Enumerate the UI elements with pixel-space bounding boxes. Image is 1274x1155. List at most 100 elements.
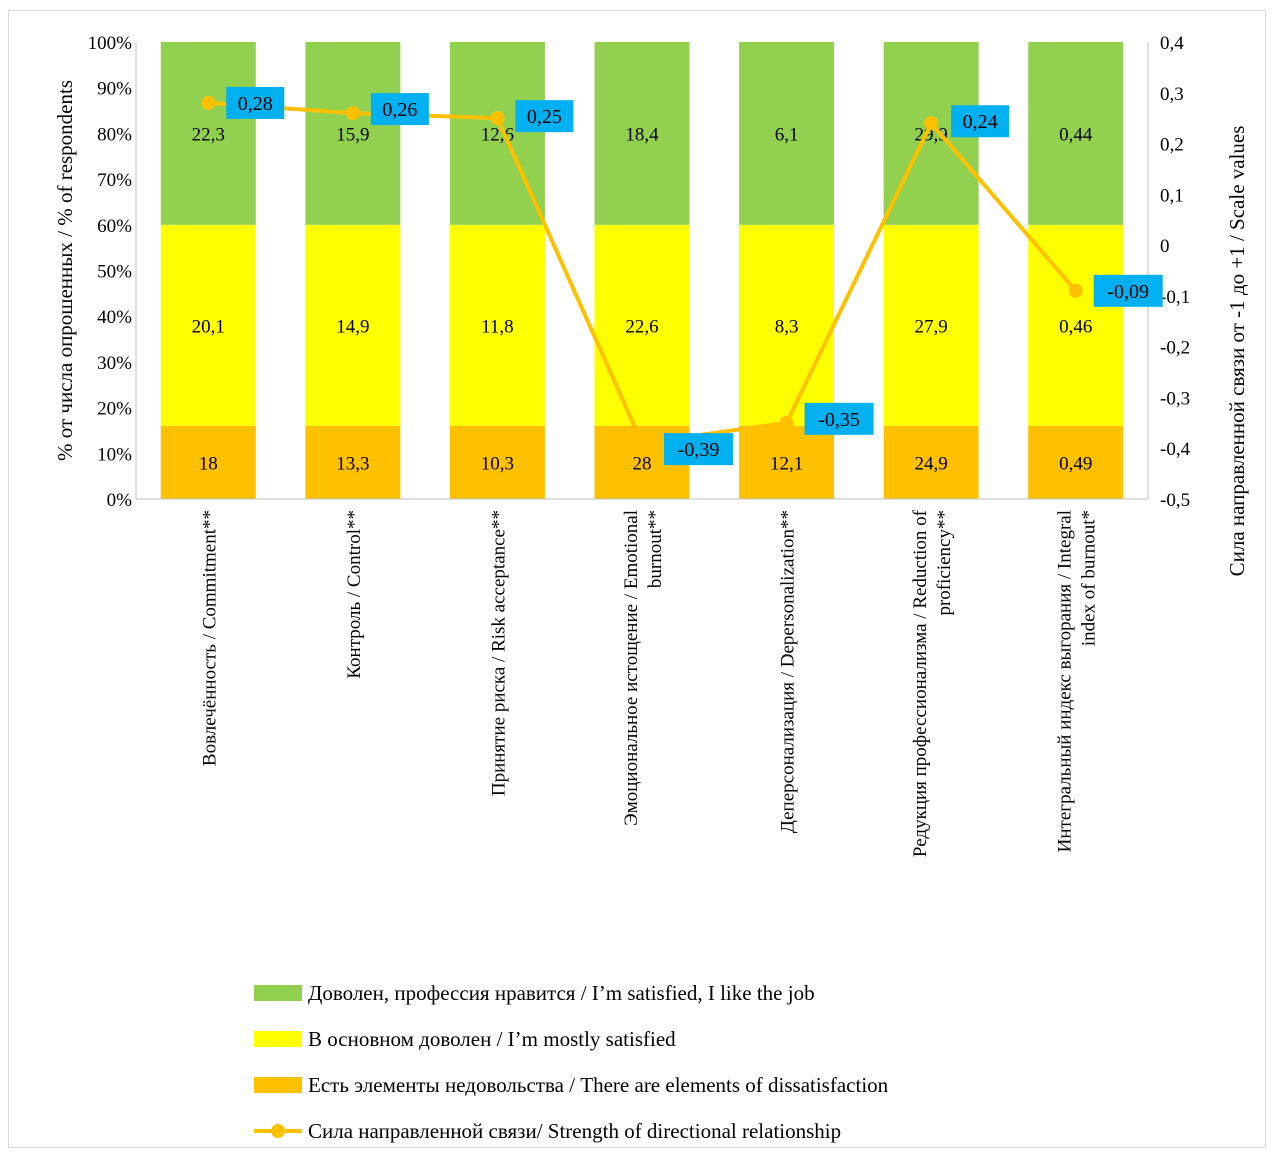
right-axis-tick: -0,1	[1160, 287, 1190, 308]
left-axis-tick: 100%	[88, 33, 133, 54]
bar-value-label: 10,3	[481, 453, 514, 474]
strength-point	[635, 436, 649, 451]
bar-segment-0-5	[883, 425, 979, 499]
bar-value-label: 6,1	[775, 124, 799, 145]
line-value-label: -0,35	[818, 409, 860, 431]
bar-segment-0-4	[739, 425, 835, 499]
bar-segment-0-6	[1028, 425, 1124, 499]
bar-segment-0-0	[160, 425, 256, 499]
bar-segment-1-3	[594, 224, 690, 426]
bar-value-label: 20,1	[192, 316, 225, 337]
category-label: Эмоциональное истощение / Emotional	[621, 510, 642, 826]
category-label: burnout**	[645, 510, 666, 588]
bar-value-label: 0,46	[1059, 316, 1092, 337]
right-axis-tick: -0,4	[1160, 439, 1191, 460]
category-label: proficiency**	[934, 510, 955, 616]
category-label: Деперсонализация / Depersonalization**	[778, 510, 799, 833]
strength-point	[924, 116, 939, 131]
strength-point	[1068, 283, 1083, 298]
strength-point	[345, 106, 360, 121]
left-axis-tick: 90%	[97, 79, 132, 100]
line-label-box	[1093, 274, 1163, 307]
line-value-label: -0,09	[1107, 281, 1149, 303]
bar-segment-2-2	[449, 42, 545, 225]
right-axis-tick: -0,2	[1160, 338, 1190, 359]
bar-value-label: 15,9	[336, 124, 369, 145]
strength-point	[779, 415, 794, 430]
bar-value-label: 22,6	[625, 316, 658, 337]
bar-value-label: 12,1	[770, 453, 803, 474]
legend-swatch	[254, 985, 302, 1001]
bar-value-label: 11,8	[481, 316, 514, 337]
bar-segment-2-6	[1028, 42, 1124, 225]
line-value-label: 0,28	[238, 93, 273, 115]
line-value-label: -0,39	[678, 439, 720, 461]
legend-swatch	[254, 1031, 302, 1047]
left-axis-tick: 30%	[97, 353, 132, 374]
legend-label: В основном доволен / I’m mostly satisfie…	[308, 1027, 676, 1051]
left-axis-tick: 40%	[97, 307, 132, 328]
category-label: index of burnout*	[1079, 510, 1100, 646]
legend-label: Есть элементы недовольства / There are e…	[308, 1073, 889, 1097]
line-label-box	[804, 402, 874, 435]
bar-segment-1-5	[883, 224, 979, 426]
line-value-label: 0,26	[382, 99, 417, 121]
right-axis-tick: 0,2	[1160, 135, 1184, 156]
category-label: Контроль / Control**	[344, 510, 365, 679]
bar-value-label: 8,3	[775, 316, 799, 337]
bar-value-label: 18	[199, 453, 218, 474]
right-axis-tick: 0,1	[1160, 185, 1184, 206]
line-label-box	[951, 105, 1010, 138]
bar-segment-1-0	[160, 224, 256, 426]
left-axis-tick: 50%	[97, 262, 132, 283]
line-label-box	[226, 86, 285, 119]
right-axis-tick: 0,3	[1160, 84, 1184, 105]
bar-value-label: 27,9	[915, 316, 948, 337]
left-axis-tick: 10%	[97, 444, 132, 465]
bar-value-label: 0,44	[1059, 124, 1093, 145]
line-label-box	[370, 93, 429, 126]
left-axis-title: % от числа опрошенных / % of respondents	[53, 80, 77, 461]
bar-segment-1-6	[1028, 224, 1124, 426]
line-value-label: 0,25	[527, 106, 562, 128]
left-axis-tick: 0%	[107, 490, 133, 511]
bar-segment-2-1	[305, 42, 401, 225]
line-value-label: 0,24	[963, 111, 998, 133]
right-axis-tick: -0,3	[1160, 388, 1190, 409]
bar-segment-0-2	[449, 425, 545, 499]
bar-segment-2-0	[160, 42, 256, 225]
left-axis-tick: 80%	[97, 124, 132, 145]
line-label-box	[515, 100, 574, 133]
legend-marker	[271, 1124, 285, 1138]
right-axis-tick: 0	[1160, 236, 1170, 257]
bar-segment-0-1	[305, 425, 401, 499]
category-label: Редукция профессионализма / Reduction of	[910, 509, 931, 857]
bar-value-label: 22,3	[192, 124, 225, 145]
left-axis-tick: 20%	[97, 399, 132, 420]
category-label: Принятие риска / Risk acceptance**	[488, 510, 509, 796]
bar-value-label: 24,9	[915, 453, 948, 474]
bar-segment-1-1	[305, 224, 401, 426]
right-axis-title: Сила направленной связи от -1 до +1 / Sc…	[1225, 126, 1249, 577]
bar-value-label: 14,9	[336, 316, 369, 337]
bar-segment-2-3	[594, 42, 690, 225]
category-label: Интегральный индекс выгорания / Integral	[1055, 510, 1076, 852]
legend-swatch	[254, 1077, 302, 1093]
bar-value-label: 28	[633, 453, 652, 474]
left-axis-tick: 60%	[97, 216, 132, 237]
right-axis-tick: 0,4	[1160, 33, 1184, 54]
category-label: Вовлечённость / Commitment**	[199, 510, 220, 766]
bar-value-label: 13,3	[336, 453, 369, 474]
line-label-box	[664, 433, 733, 466]
legend-label: Сила направленной связи/ Strength of dir…	[308, 1119, 841, 1143]
legend-label: Доволен, профессия нравится / I’m satisf…	[308, 981, 815, 1005]
bar-segment-1-2	[449, 224, 545, 426]
bar-segment-2-4	[739, 42, 835, 225]
strength-point	[490, 111, 505, 126]
left-axis-tick: 70%	[97, 170, 132, 191]
bar-value-label: 0,49	[1059, 453, 1092, 474]
strength-point	[201, 95, 216, 110]
bar-value-label: 18,4	[625, 124, 659, 145]
right-axis-tick: -0,5	[1160, 490, 1190, 511]
